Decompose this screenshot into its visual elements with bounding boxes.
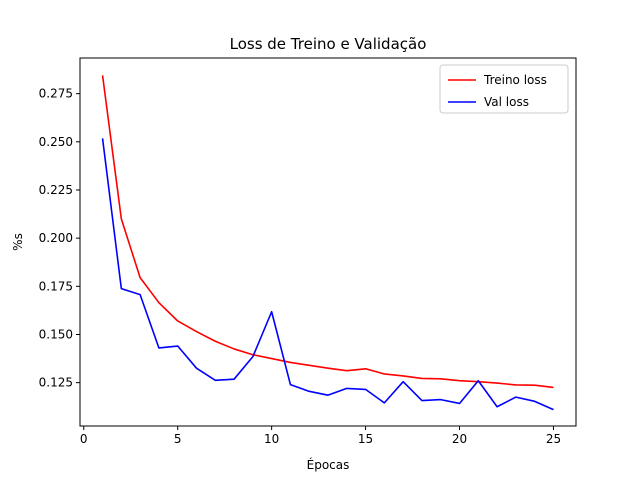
x-tick-label: 15 bbox=[358, 432, 373, 446]
y-tick-label: 0.275 bbox=[39, 87, 73, 101]
series-lines bbox=[101, 75, 554, 411]
legend-label: Val loss bbox=[484, 95, 529, 109]
axis-ticks: 0 5 10 15 20 25 0.125 0.150 0.175 0.200 0.225 0.250… bbox=[39, 87, 561, 446]
x-tick-label: 5 bbox=[174, 432, 182, 446]
y-tick-label: 0.200 bbox=[39, 231, 73, 245]
legend: Treino loss Val loss bbox=[439, 64, 569, 114]
x-axis-label: Épocas bbox=[307, 457, 350, 472]
x-tick-label: 20 bbox=[452, 432, 467, 446]
legend-label: Treino loss bbox=[483, 73, 547, 87]
x-tick-label: 25 bbox=[546, 432, 561, 446]
y-tick-label: 0.125 bbox=[39, 376, 73, 390]
chart-title: Loss de Treino e Validação bbox=[230, 35, 427, 53]
legend-box bbox=[439, 64, 569, 114]
y-tick-label: 0.250 bbox=[39, 135, 73, 149]
x-tick-label: 10 bbox=[264, 432, 279, 446]
y-tick-label: 0.175 bbox=[39, 279, 73, 293]
y-axis-label: %s bbox=[11, 233, 25, 251]
plot-area-frame bbox=[79, 57, 577, 427]
x-tick-label: 0 bbox=[80, 432, 88, 446]
series-line-val-loss bbox=[101, 138, 554, 411]
y-tick-label: 0.150 bbox=[39, 327, 73, 341]
y-tick-label: 0.225 bbox=[39, 183, 73, 197]
